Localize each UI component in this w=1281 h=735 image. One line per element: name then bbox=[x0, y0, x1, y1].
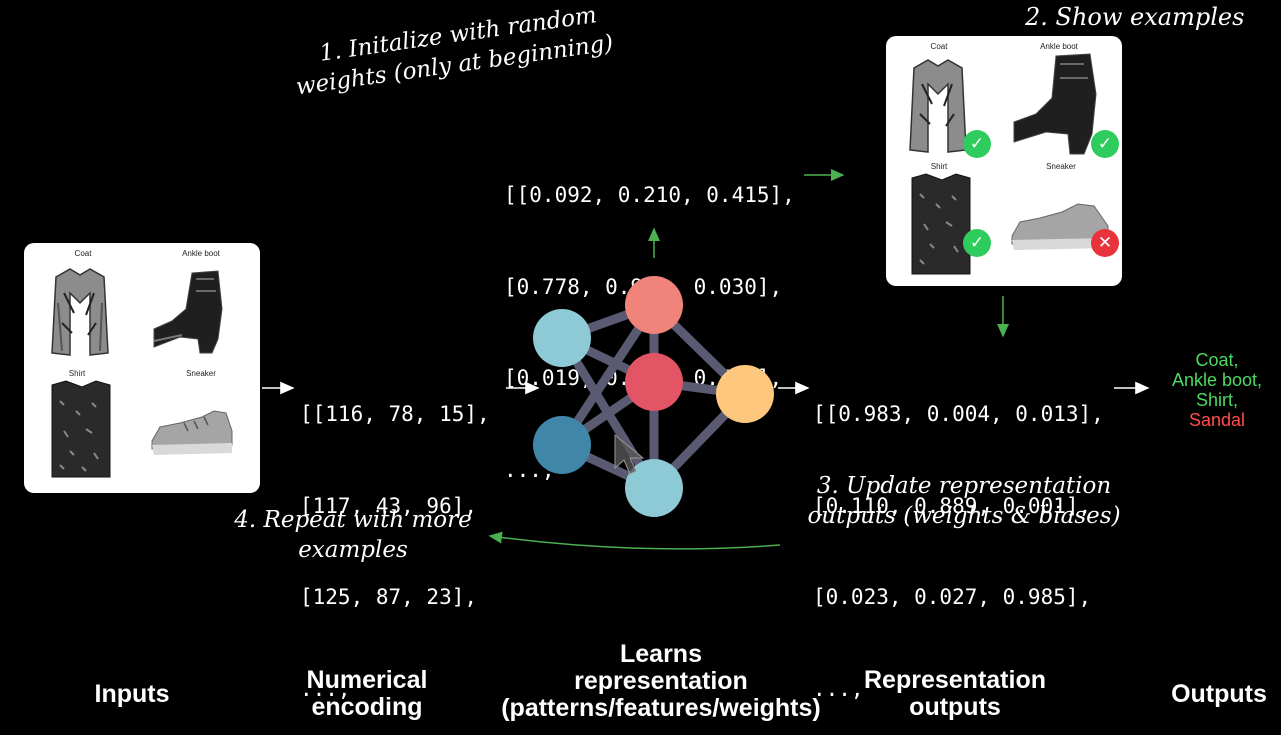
column-label-line: Numerical bbox=[306, 666, 428, 694]
cross-icon: ✕ bbox=[1091, 229, 1119, 257]
step4-label: 4. Repeat with more examples bbox=[218, 506, 488, 566]
input-examples-panel: Coat Ankle boot Shirt Sneaker bbox=[24, 243, 260, 493]
check-icon: ✓ bbox=[963, 130, 991, 158]
input-item-title: Ankle boot bbox=[182, 249, 220, 258]
output-row: ..., bbox=[813, 676, 864, 701]
step4-line: examples bbox=[298, 536, 408, 563]
hidden-node bbox=[625, 353, 683, 411]
check-icon: ✓ bbox=[1091, 130, 1119, 158]
coat-image bbox=[909, 59, 967, 153]
column-label-line: Learns bbox=[620, 640, 702, 668]
output-matrix: [[0.983, 0.004, 0.013], [0.110, 0.889, 0… bbox=[813, 338, 1104, 735]
example-item-title: Ankle boot bbox=[1040, 42, 1078, 51]
step3-label: 3. Update representation outputs (weight… bbox=[784, 472, 1144, 532]
output-node bbox=[716, 365, 774, 423]
output-label: Shirt, bbox=[1195, 390, 1238, 410]
ankle-boot-image bbox=[153, 270, 223, 354]
shirt-image bbox=[911, 173, 971, 275]
output-label: Sandal bbox=[1188, 410, 1246, 430]
cursor-icon bbox=[614, 433, 645, 475]
step2-label: 2. Show examples bbox=[1025, 3, 1245, 31]
output-label: Coat, bbox=[1195, 350, 1239, 370]
example-item-title: Shirt bbox=[930, 162, 948, 171]
column-label-outputs: Outputs bbox=[1150, 681, 1281, 708]
column-label-line: Representation bbox=[864, 666, 1046, 694]
output-label: Ankle boot, bbox=[1171, 370, 1263, 390]
hidden-node bbox=[625, 276, 683, 334]
input-row: [117, 43, 96], bbox=[300, 493, 478, 518]
input-item-images bbox=[44, 263, 233, 478]
coat-image bbox=[44, 263, 116, 358]
column-label-inputs: Inputs bbox=[62, 681, 202, 708]
input-item-title: Coat bbox=[74, 249, 92, 258]
column-label-line: Inputs bbox=[94, 680, 170, 708]
column-label-line: representation bbox=[574, 667, 748, 695]
input-matrix: [[116, 78, 15], [117, 43, 96], [125, 87,… bbox=[300, 338, 490, 735]
output-row: [0.110, 0.889, 0.001], bbox=[813, 493, 1092, 518]
input-node bbox=[533, 416, 591, 474]
final-outputs: Coat, Ankle boot, Shirt, Sandal bbox=[1165, 350, 1269, 430]
input-item-title: Shirt bbox=[68, 369, 86, 378]
example-item-images bbox=[909, 53, 1109, 275]
column-label-line: encoding bbox=[311, 693, 423, 721]
column-label-numerical-encoding: Numerical encoding bbox=[282, 667, 452, 721]
input-row: [[116, 78, 15], bbox=[300, 402, 490, 426]
example-item-title: Sneaker bbox=[1046, 162, 1076, 171]
input-row: ..., bbox=[300, 676, 351, 701]
input-node bbox=[533, 309, 591, 367]
examples-panel: Coat Ankle boot Shirt Sneaker ✓ ✓ ✓ ✕ bbox=[886, 36, 1122, 286]
column-label-learns-representation: Learns representation (patterns/features… bbox=[474, 641, 848, 722]
weights-row: [[0.092, 0.210, 0.415], bbox=[504, 183, 795, 207]
ankle-boot-image bbox=[1013, 53, 1097, 155]
column-label-line: (patterns/features/weights) bbox=[501, 694, 821, 722]
sneaker-image bbox=[1011, 203, 1109, 250]
column-label-line: Outputs bbox=[1171, 680, 1267, 708]
step3-line: outputs (weights & biases) bbox=[807, 502, 1121, 529]
input-item-title: Sneaker bbox=[186, 369, 216, 378]
shirt-image bbox=[51, 380, 111, 478]
column-label-line: outputs bbox=[909, 693, 1001, 721]
input-row: [125, 87, 23], bbox=[300, 585, 478, 609]
column-label-representation-outputs: Representation outputs bbox=[845, 667, 1065, 721]
output-row: [[0.983, 0.004, 0.013], bbox=[813, 402, 1104, 426]
step3-line: 3. Update representation bbox=[816, 473, 1112, 499]
step4-line: 4. Repeat with more bbox=[234, 507, 472, 533]
hidden-node bbox=[625, 459, 683, 517]
output-row: [0.023, 0.027, 0.985], bbox=[813, 585, 1092, 609]
sneaker-image bbox=[151, 410, 233, 455]
check-icon: ✓ bbox=[963, 229, 991, 257]
example-item-title: Coat bbox=[930, 42, 948, 51]
arrow-repeat bbox=[488, 531, 781, 550]
